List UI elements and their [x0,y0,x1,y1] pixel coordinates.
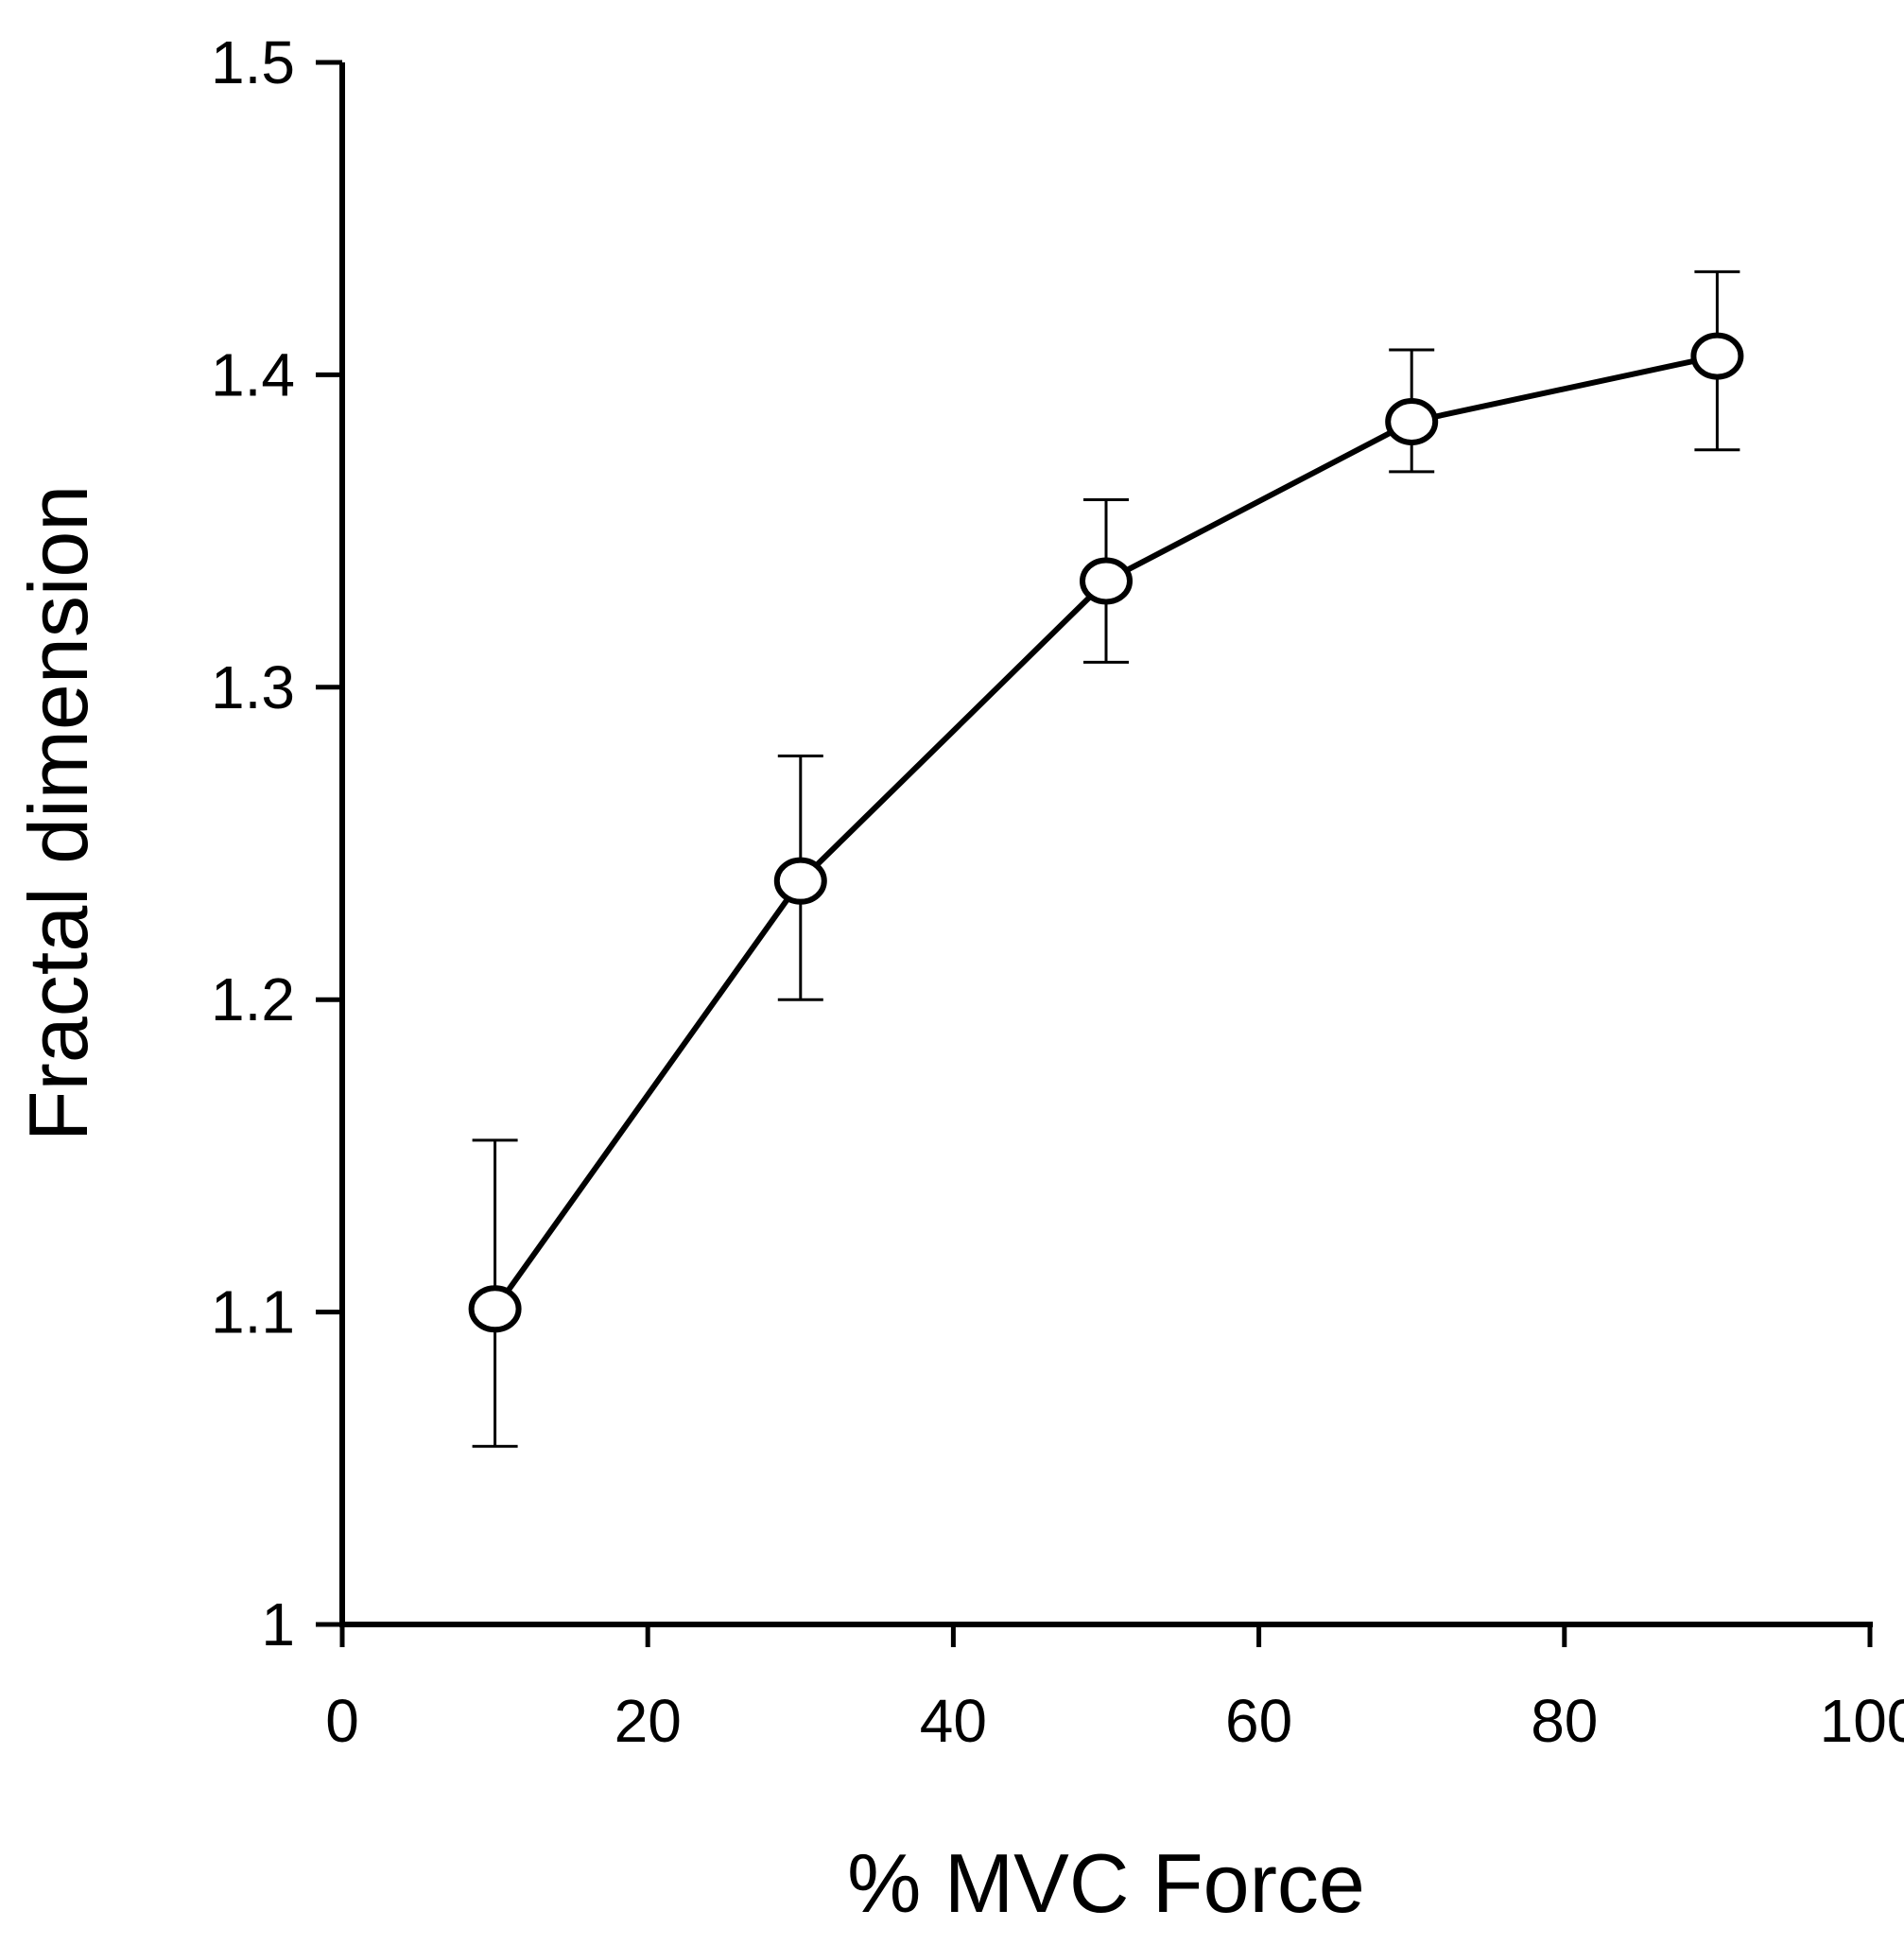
data-point-marker [1690,332,1744,380]
x-axis-title: % MVC Force [847,1836,1365,1930]
error-bars [472,269,1740,1449]
tick-marks [316,60,1873,1647]
y-axis-title: Fractal dimension [11,485,105,1142]
y-tick-label: 1.3 [211,653,295,721]
y-tick-label: 1.4 [211,340,295,408]
data-point-marker [1385,397,1439,445]
x-tick-label: 100 [1820,1687,1904,1755]
data-point-marker [773,857,827,905]
y-tick-label: 1 [261,1590,295,1658]
x-tick-label: 60 [1225,1687,1292,1755]
y-tick-label: 1.5 [211,28,295,96]
y-tick-label: 1.1 [211,1278,295,1346]
tick-labels: 1 1.1 1.2 1.3 1.4 1.5 0 20 40 60 80 100 [211,28,1904,1755]
x-tick-label: 0 [325,1687,359,1755]
data-point-marker [1080,557,1133,605]
axes [339,62,1873,1627]
data-point-marker [468,1285,522,1333]
x-tick-label: 80 [1531,1687,1598,1755]
x-tick-label: 20 [614,1687,682,1755]
data-points [468,332,1744,1333]
x-tick-label: 40 [920,1687,987,1755]
y-tick-label: 1.2 [211,965,295,1033]
